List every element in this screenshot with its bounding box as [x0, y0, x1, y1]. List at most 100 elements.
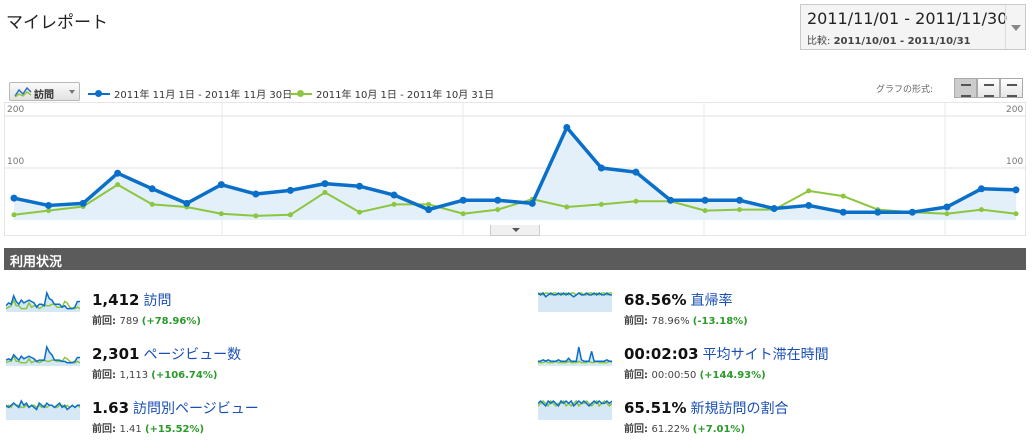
sparkline-current: [6, 290, 80, 310]
stat-name-link[interactable]: 訪問別ページビュー: [133, 401, 259, 417]
previous-point: [426, 201, 432, 207]
stat-number: 68.56%: [624, 291, 687, 309]
prev-label: 前回:: [624, 424, 652, 435]
format-table-icon[interactable]: [977, 78, 1000, 98]
current-point: [114, 169, 122, 177]
prev-value: 78.96%: [651, 316, 693, 327]
sparkline-chart: [6, 344, 80, 366]
current-point: [217, 181, 225, 189]
stat-previous: 前回: 00:00:50 (+144.93%): [624, 366, 766, 381]
metric-select[interactable]: 訪問: [9, 82, 80, 101]
current-point: [356, 182, 364, 190]
current-point: [770, 205, 778, 213]
previous-point: [806, 188, 812, 194]
visits-chart-svg: 20020010010011月 8日11月 15日11月 22日11月 29日: [3, 101, 1027, 237]
current-point: [1012, 186, 1020, 194]
current-point: [252, 190, 260, 198]
stat-name-link[interactable]: 訪問: [143, 293, 172, 309]
stat-name-link[interactable]: 直帰率: [690, 293, 733, 309]
sparkline-current: [538, 346, 612, 363]
prev-label: 前回:: [624, 370, 652, 381]
date-range-picker[interactable]: 2011/11/01 - 2011/11/30 比較: 2011/10/01 -…: [800, 4, 1026, 50]
current-point: [45, 201, 53, 209]
y-tick-label: 200: [1006, 105, 1023, 115]
stat-previous: 前回: 1.41 (+15.52%): [92, 420, 204, 435]
previous-point: [391, 201, 397, 207]
stat-value: 65.51% 新規訪問の割合: [624, 398, 788, 418]
sparkline-current: [538, 399, 612, 408]
date-range-compare: 比較: 2011/10/01 - 2011/10/31: [807, 36, 971, 47]
change-percent: (+7.01%): [692, 424, 746, 435]
stat-name-link[interactable]: 新規訪問の割合: [690, 401, 789, 417]
collapse-chart-button[interactable]: [490, 225, 540, 236]
usage-section-title: 利用状況: [4, 248, 1026, 270]
usage-stat: 68.56% 直帰率前回: 78.96% (-13.18%): [538, 290, 998, 330]
current-point: [632, 168, 640, 176]
current-point: [874, 208, 882, 216]
sparkline-current: [538, 291, 612, 298]
metric-select-label: 訪問: [34, 90, 54, 101]
prev-value: 1,113: [119, 370, 152, 381]
change-percent: (+144.93%): [699, 370, 766, 381]
sparkline-chart: [538, 291, 612, 312]
format-line-icon[interactable]: [954, 78, 977, 98]
stat-number: 1,412: [92, 291, 140, 309]
current-point: [943, 203, 951, 211]
previous-point: [11, 212, 17, 218]
prev-label: 前回:: [624, 316, 652, 327]
prev-label: 前回:: [92, 316, 120, 327]
previous-point: [598, 201, 604, 207]
usage-stat: 00:02:03 平均サイト滞在時間前回: 00:00:50 (+144.93%): [538, 344, 998, 384]
stat-previous: 前回: 1,113 (+106.74%): [92, 366, 217, 381]
stat-number: 65.51%: [624, 399, 687, 417]
current-point: [666, 196, 674, 204]
previous-point: [840, 193, 846, 199]
stat-number: 2,301: [92, 345, 140, 363]
sparkline-area: [538, 293, 612, 312]
line-chart-icon: [14, 86, 32, 98]
format-list-icon[interactable]: [1000, 78, 1023, 98]
stat-value: 2,301 ページビュー数: [92, 344, 241, 364]
stat-value: 68.56% 直帰率: [624, 290, 732, 310]
sparkline-previous: [538, 292, 612, 296]
change-percent: (+78.96%): [141, 316, 201, 327]
stat-previous: 前回: 789 (+78.96%): [92, 312, 201, 327]
chevron-down-icon[interactable]: [1005, 5, 1025, 49]
current-point: [286, 186, 294, 194]
y-tick-label: 100: [7, 157, 24, 167]
current-point: [390, 191, 398, 199]
series-swatch-icon: [290, 89, 312, 99]
current-point: [459, 196, 467, 204]
prev-value: 00:00:50: [651, 370, 700, 381]
current-point: [597, 164, 605, 172]
current-area: [14, 127, 1016, 220]
previous-point: [564, 204, 570, 210]
change-percent: (+15.52%): [144, 424, 205, 435]
previous-point: [1013, 211, 1019, 217]
sparkline-chart: [538, 399, 612, 420]
change-percent: (-13.18%): [692, 316, 748, 327]
usage-stat: 2,301 ページビュー数前回: 1,113 (+106.74%): [6, 344, 466, 384]
stat-value: 1.63 訪問別ページビュー: [92, 398, 259, 418]
stat-value: 1,412 訪問: [92, 290, 171, 310]
y-tick-label: 200: [7, 105, 24, 115]
current-point: [528, 199, 536, 207]
sparkline-previous: [538, 399, 612, 408]
current-point: [321, 180, 329, 188]
prev-label: 前回:: [92, 424, 120, 435]
stat-value: 00:02:03 平均サイト滞在時間: [624, 344, 829, 364]
stat-name-link[interactable]: 平均サイト滞在時間: [702, 347, 829, 363]
graph-format-buttons: [954, 78, 1023, 98]
sparkline-current: [6, 399, 80, 411]
previous-point: [357, 209, 363, 215]
change-percent: (+106.74%): [151, 370, 218, 381]
sparkline-area: [6, 401, 80, 420]
sparkline-chart: [538, 346, 612, 366]
stat-name-link[interactable]: ページビュー数: [143, 347, 242, 363]
previous-point: [633, 198, 639, 204]
previous-point: [702, 208, 708, 214]
current-point: [79, 199, 87, 207]
previous-point: [322, 189, 328, 195]
visits-chart: 20020010010011月 8日11月 15日11月 22日11月 29日: [3, 101, 1027, 237]
stat-previous: 前回: 78.96% (-13.18%): [624, 312, 748, 327]
